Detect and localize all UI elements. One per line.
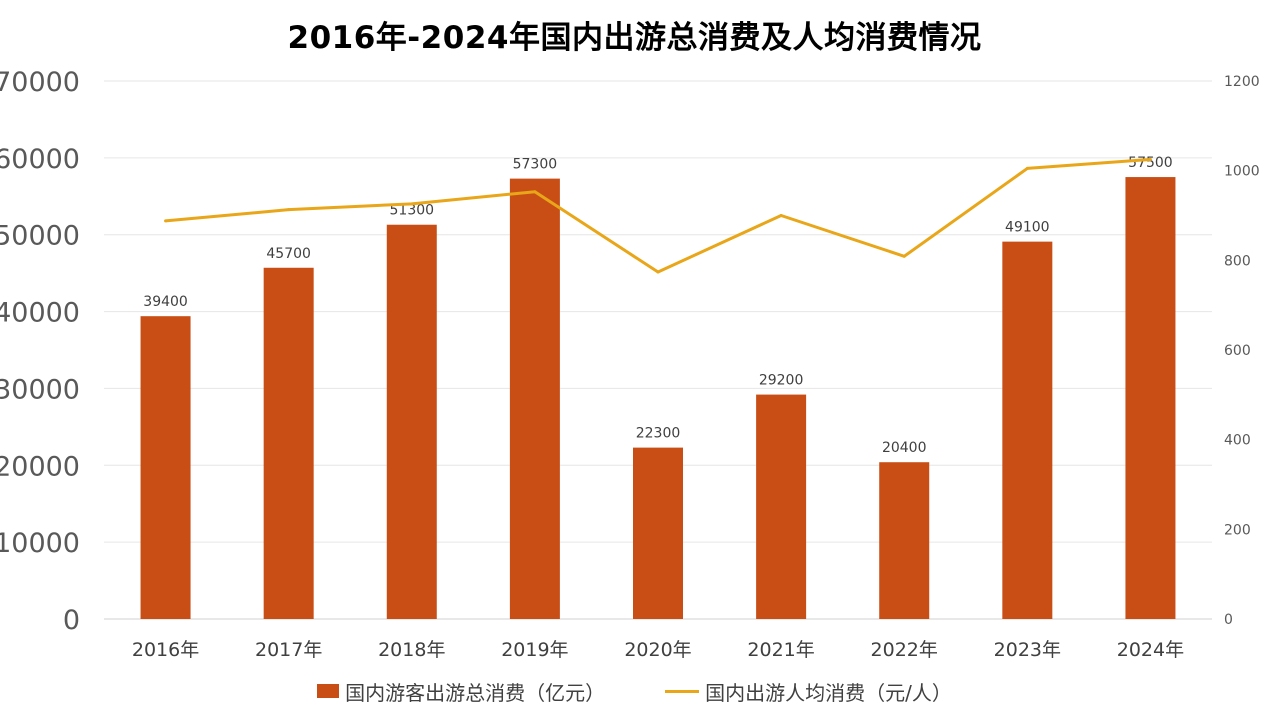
bar (879, 462, 930, 619)
legend-item-bar: 国内游客出游总消费（亿元） (317, 677, 605, 706)
line-series (164, 157, 1152, 274)
line-point (1025, 166, 1029, 170)
x-tick-label: 2023年 (994, 639, 1061, 661)
bar (509, 178, 560, 619)
line-point (410, 202, 414, 206)
y-right-tick-label: 0 (1224, 612, 1233, 628)
y-axis-left: 0 10000 20000 30000 40000 50000 60000 70000 (0, 67, 80, 636)
x-tick-label: 2017年 (255, 639, 322, 661)
bar (1002, 241, 1053, 620)
line-point (533, 190, 537, 194)
x-tick-label: 2022年 (871, 639, 938, 661)
y-right-tick-label: 200 (1224, 522, 1251, 538)
line-point (656, 270, 660, 274)
bar (386, 224, 437, 620)
y-left-tick-label: 0 (63, 605, 80, 636)
bar-data-label: 57500 (1128, 155, 1173, 171)
legend: 国内游客出游总消费（亿元） 国内出游人均消费（元/人） (0, 676, 1269, 706)
y-left-tick-label: 60000 (0, 144, 80, 175)
y-left-tick-label: 20000 (0, 451, 80, 482)
line-point (902, 254, 906, 258)
x-tick-label: 2024年 (1117, 639, 1184, 661)
bar-data-label: 20400 (882, 440, 927, 456)
y-left-tick-label: 50000 (0, 221, 80, 252)
bar (263, 267, 314, 619)
x-tick-label: 2016年 (132, 639, 199, 661)
chart-title: 2016年-2024年国内出游总消费及人均消费情况 (287, 20, 982, 56)
line-point (779, 214, 783, 217)
legend-label-line: 国内出游人均消费（元/人） (705, 680, 952, 705)
x-tick-label: 2021年 (747, 639, 814, 661)
bar (140, 316, 191, 619)
legend-item-line: 国内出游人均消费（元/人） (665, 677, 952, 706)
line-point (1148, 157, 1152, 161)
bar-data-label: 29200 (759, 373, 804, 389)
x-axis: 2016年 2017年 2018年 2019年 2020年 2021年 2022年 2023年… (132, 639, 1184, 661)
bar-data-label: 45700 (266, 246, 311, 262)
y-right-tick-label: 400 (1224, 433, 1251, 449)
bar (633, 447, 683, 619)
line-point (287, 208, 291, 212)
y-right-tick-label: 1000 (1224, 164, 1260, 180)
x-tick-label: 2018年 (378, 639, 445, 661)
bar-data-label: 39400 (143, 294, 188, 310)
bar-data-label: 22300 (636, 426, 681, 442)
y-right-tick-label: 600 (1224, 343, 1251, 359)
y-right-tick-label: 800 (1224, 253, 1251, 269)
x-tick-label: 2019年 (501, 639, 568, 661)
bar (756, 394, 807, 619)
legend-label-bar: 国内游客出游总消费（亿元） (345, 680, 606, 705)
y-axis-right: 0 200 400 600 800 1000 1200 (1224, 74, 1260, 628)
bar-data-labels: 39400 45700 51300 57300 22300 29200 20400 49100… (143, 155, 1172, 456)
bar-data-label: 57300 (513, 157, 558, 173)
legend-swatch-bar (317, 684, 340, 698)
y-left-tick-label: 70000 (0, 67, 80, 98)
y-left-tick-label: 10000 (0, 528, 80, 559)
line-point (164, 219, 168, 223)
x-tick-label: 2020年 (624, 639, 691, 661)
y-right-tick-label: 1200 (1224, 74, 1260, 90)
bar (1125, 177, 1176, 620)
legend-swatch-line (665, 689, 700, 693)
bar-data-label: 51300 (390, 203, 435, 219)
y-left-tick-label: 40000 (0, 298, 80, 329)
bar-series (140, 177, 1176, 620)
bar-data-label: 49100 (1005, 220, 1050, 236)
y-left-tick-label: 30000 (0, 374, 80, 405)
